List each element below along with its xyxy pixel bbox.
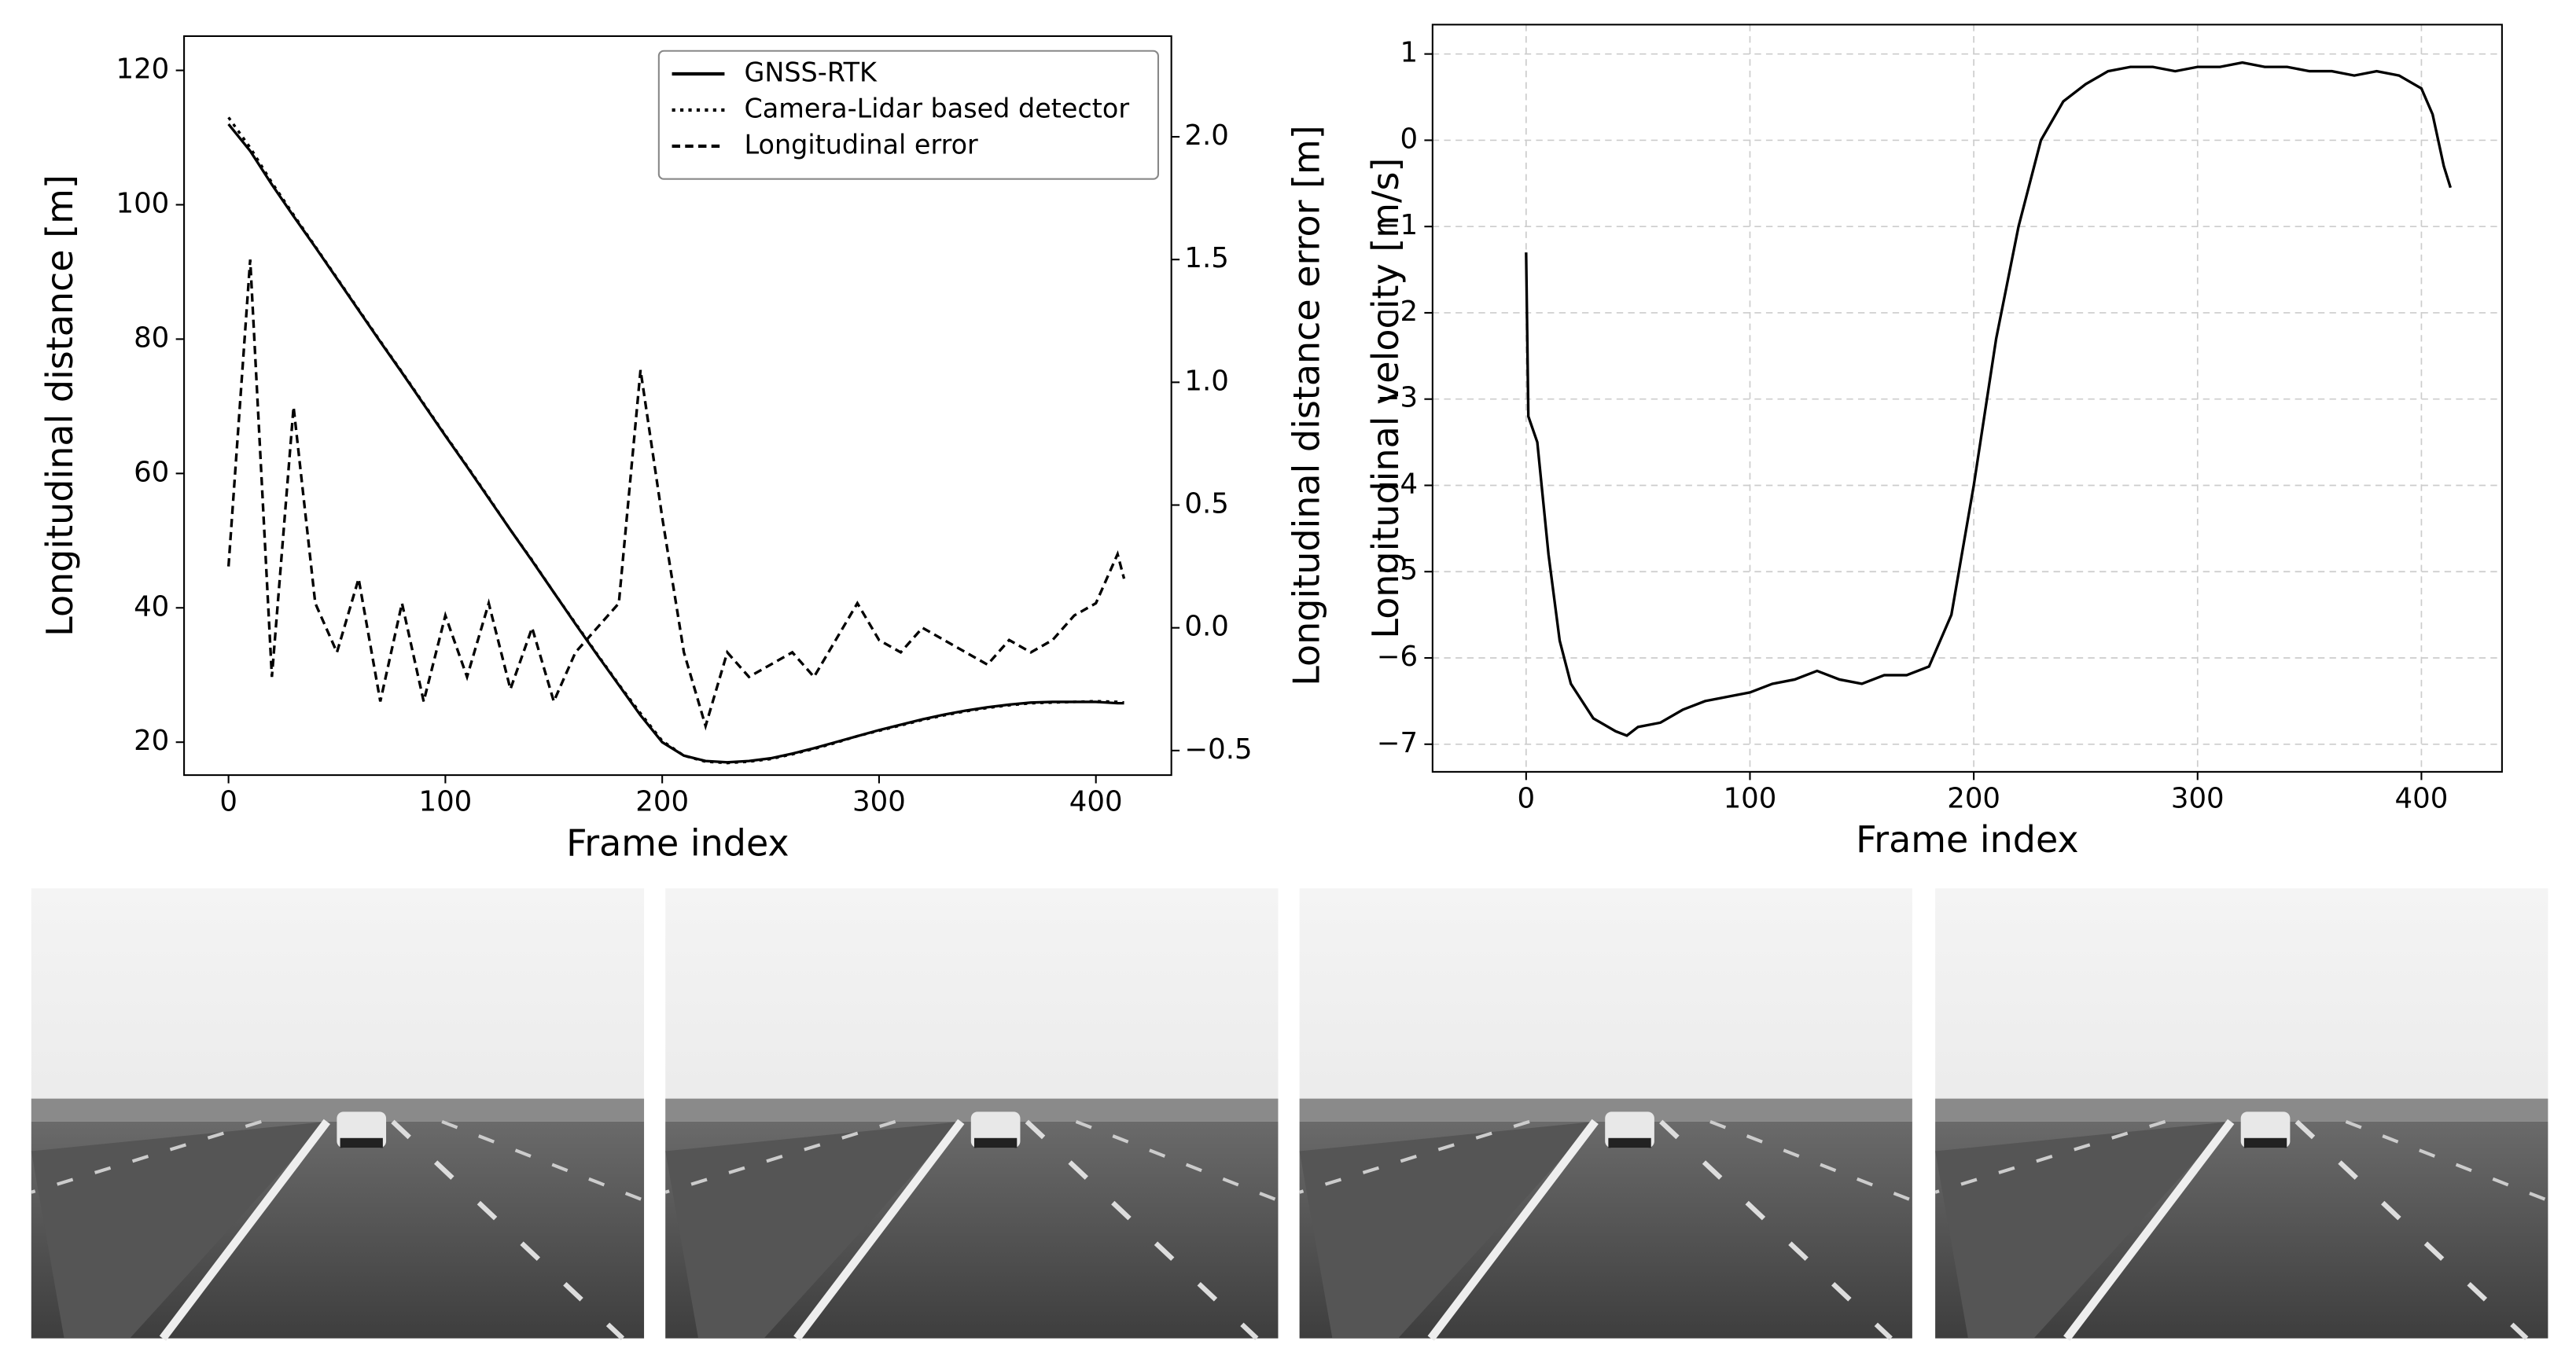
x-tick-label: 100 <box>419 786 473 818</box>
x-tick-label: 200 <box>635 786 689 818</box>
y-tick-label: 120 <box>116 53 170 86</box>
legend-label: Longitudinal error <box>744 129 978 160</box>
y-tick-label: −3 <box>1377 382 1418 414</box>
y-tick-label: 1 <box>1400 37 1418 69</box>
x-tick-label: 100 <box>1724 782 1777 814</box>
y-tick-label: −5 <box>1377 554 1418 586</box>
data-line <box>227 123 1124 764</box>
y-axis-label: Longitudinal velocity [m/s] <box>1364 158 1407 639</box>
x-tick-label: 0 <box>1518 782 1536 814</box>
camera-image <box>1935 888 2548 1338</box>
plot-frame <box>183 35 1172 777</box>
y2-tick-label: −0.5 <box>1184 733 1252 766</box>
y-tick-label: −2 <box>1377 296 1418 328</box>
y-tick-label: −4 <box>1377 468 1418 500</box>
x-tick-label: 300 <box>2171 782 2225 814</box>
y2-tick-label: 0.0 <box>1184 611 1228 643</box>
legend-label: GNSS-RTK <box>744 57 878 88</box>
y-tick-label: −1 <box>1377 209 1418 241</box>
y-tick-label: −6 <box>1377 641 1418 673</box>
plot-frame <box>1431 24 2503 773</box>
camera-image <box>665 888 1278 1338</box>
y2-tick-label: 0.5 <box>1184 488 1228 520</box>
x-tick-label: 400 <box>1069 786 1123 818</box>
x-tick-label: 0 <box>219 786 237 818</box>
y-tick-label: 60 <box>134 456 169 488</box>
x-axis-label: Frame index <box>1856 818 2079 861</box>
y2-axis-label: Longitudinal distance error [m] <box>1286 125 1328 686</box>
y-tick-label: 100 <box>116 187 170 219</box>
legend-label: Camera-Lidar based detector <box>744 93 1129 123</box>
y2-tick-label: 1.0 <box>1184 365 1228 397</box>
y2-tick-label: 1.5 <box>1184 242 1228 274</box>
x-tick-label: 300 <box>852 786 906 818</box>
data-line <box>227 116 1124 765</box>
y-tick-label: 80 <box>134 321 169 354</box>
data-line <box>1525 61 2453 737</box>
legend-box <box>657 50 1160 180</box>
y2-tick-label: 2.0 <box>1184 119 1228 152</box>
x-tick-label: 400 <box>2395 782 2449 814</box>
y-tick-label: −7 <box>1377 727 1418 759</box>
x-tick-label: 200 <box>1947 782 2000 814</box>
camera-image <box>1300 888 1912 1338</box>
x-axis-label: Frame index <box>566 821 789 864</box>
y-tick-label: 40 <box>134 590 169 623</box>
data-line <box>226 259 1126 731</box>
y-tick-label: 20 <box>134 725 169 757</box>
camera-image <box>31 888 644 1338</box>
y-tick-label: 0 <box>1400 123 1418 155</box>
y-axis-label: Longitudinal distance [m] <box>39 175 81 637</box>
